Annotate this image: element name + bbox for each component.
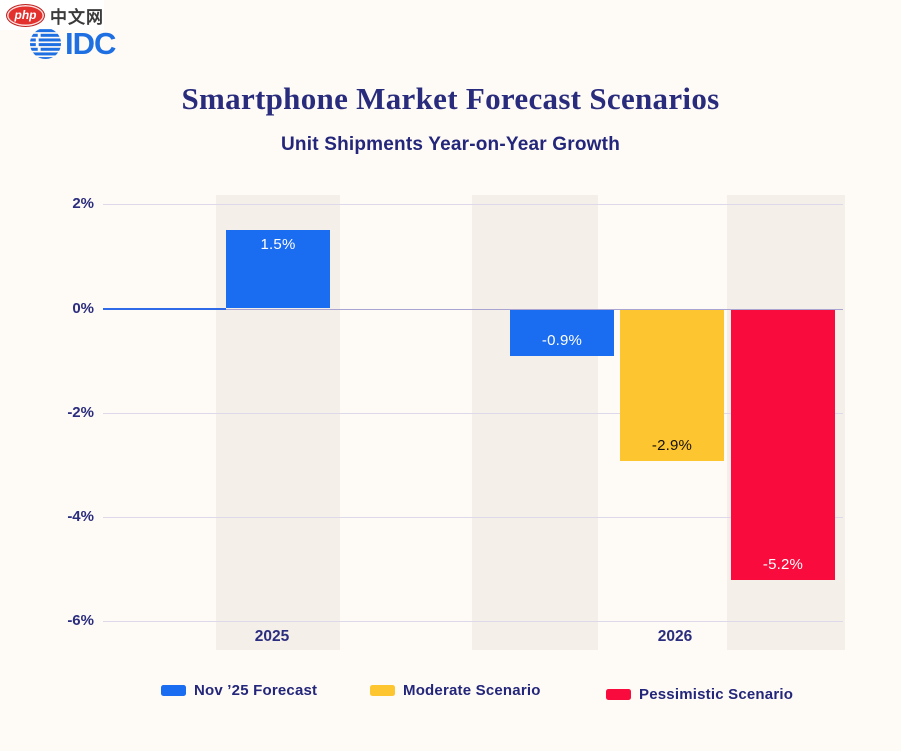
php-cn-watermark: php 中文网: [0, 0, 104, 30]
gridline-0%: [103, 308, 843, 310]
y-axis-label--4%: -4%: [67, 507, 94, 525]
php-logo-badge: php: [6, 3, 45, 27]
zero-axis-blue-segment: [103, 307, 226, 310]
x-axis-label-2026: 2026: [657, 628, 693, 645]
php-logo-text: php: [14, 8, 37, 22]
bar-value-label: -2.9%: [651, 436, 693, 454]
legend-swatch-icon: [161, 685, 186, 696]
plot-band-1: [472, 195, 598, 650]
gridline--4%: [103, 516, 843, 518]
y-axis-label-2%: 2%: [72, 195, 94, 213]
bar-2026--5.2%: -5.2%: [731, 309, 835, 581]
y-axis-label--6%: -6%: [67, 612, 94, 630]
gridline--6%: [103, 621, 843, 623]
legend-label: Pessimistic Scenario: [639, 686, 794, 703]
idc-logo: IDC: [29, 26, 116, 61]
bar-value-label: -0.9%: [541, 332, 583, 350]
legend-label: Moderate Scenario: [403, 682, 541, 699]
gridline--2%: [103, 412, 843, 414]
idc-logo-text: IDC: [65, 26, 116, 61]
idc-globe-icon: [29, 27, 62, 60]
legend-swatch-icon: [606, 689, 631, 700]
bar-2026--0.9%: -0.9%: [510, 309, 614, 357]
y-axis-label--2%: -2%: [67, 403, 94, 421]
bar-value-label: -5.2%: [762, 556, 804, 574]
legend-label: Nov ’25 Forecast: [194, 682, 318, 699]
chart-subtitle: Unit Shipments Year-on-Year Growth: [280, 134, 620, 155]
legend-swatch-icon: [370, 685, 395, 696]
watermark-site-name: 中文网: [50, 7, 104, 27]
x-axis-label-2025: 2025: [254, 628, 290, 645]
legend-item-1: Moderate Scenario: [370, 682, 541, 699]
bar-2025-1.5%: 1.5%: [226, 230, 330, 309]
legend-item-0: Nov ’25 Forecast: [161, 682, 317, 699]
bar-value-label: 1.5%: [260, 236, 296, 254]
gridline-2%: [103, 204, 843, 206]
y-axis-label-0%: 0%: [72, 299, 94, 317]
legend-item-2: Pessimistic Scenario: [606, 686, 793, 703]
bar-2026--2.9%: -2.9%: [620, 309, 724, 461]
chart-title: Smartphone Market Forecast Scenarios: [181, 81, 720, 116]
